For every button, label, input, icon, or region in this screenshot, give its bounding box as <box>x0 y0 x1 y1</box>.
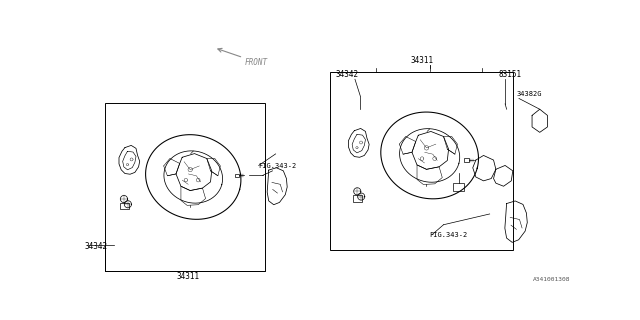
Bar <box>464 158 469 162</box>
Bar <box>235 174 239 177</box>
Text: 83151: 83151 <box>499 70 522 79</box>
Text: 34342: 34342 <box>84 242 108 252</box>
Text: 34311: 34311 <box>176 272 200 281</box>
Text: FRONT: FRONT <box>245 58 268 67</box>
Text: FIG.343-2: FIG.343-2 <box>259 163 297 169</box>
Bar <box>105 103 265 271</box>
Text: A341001308: A341001308 <box>533 277 570 282</box>
Bar <box>120 203 129 210</box>
Bar <box>353 195 362 202</box>
Bar <box>330 71 513 250</box>
Text: 34311: 34311 <box>410 56 433 65</box>
Text: FIG.343-2: FIG.343-2 <box>429 232 468 238</box>
Bar <box>452 183 464 191</box>
Text: 34342: 34342 <box>336 70 359 79</box>
Text: 34382G: 34382G <box>516 91 542 97</box>
